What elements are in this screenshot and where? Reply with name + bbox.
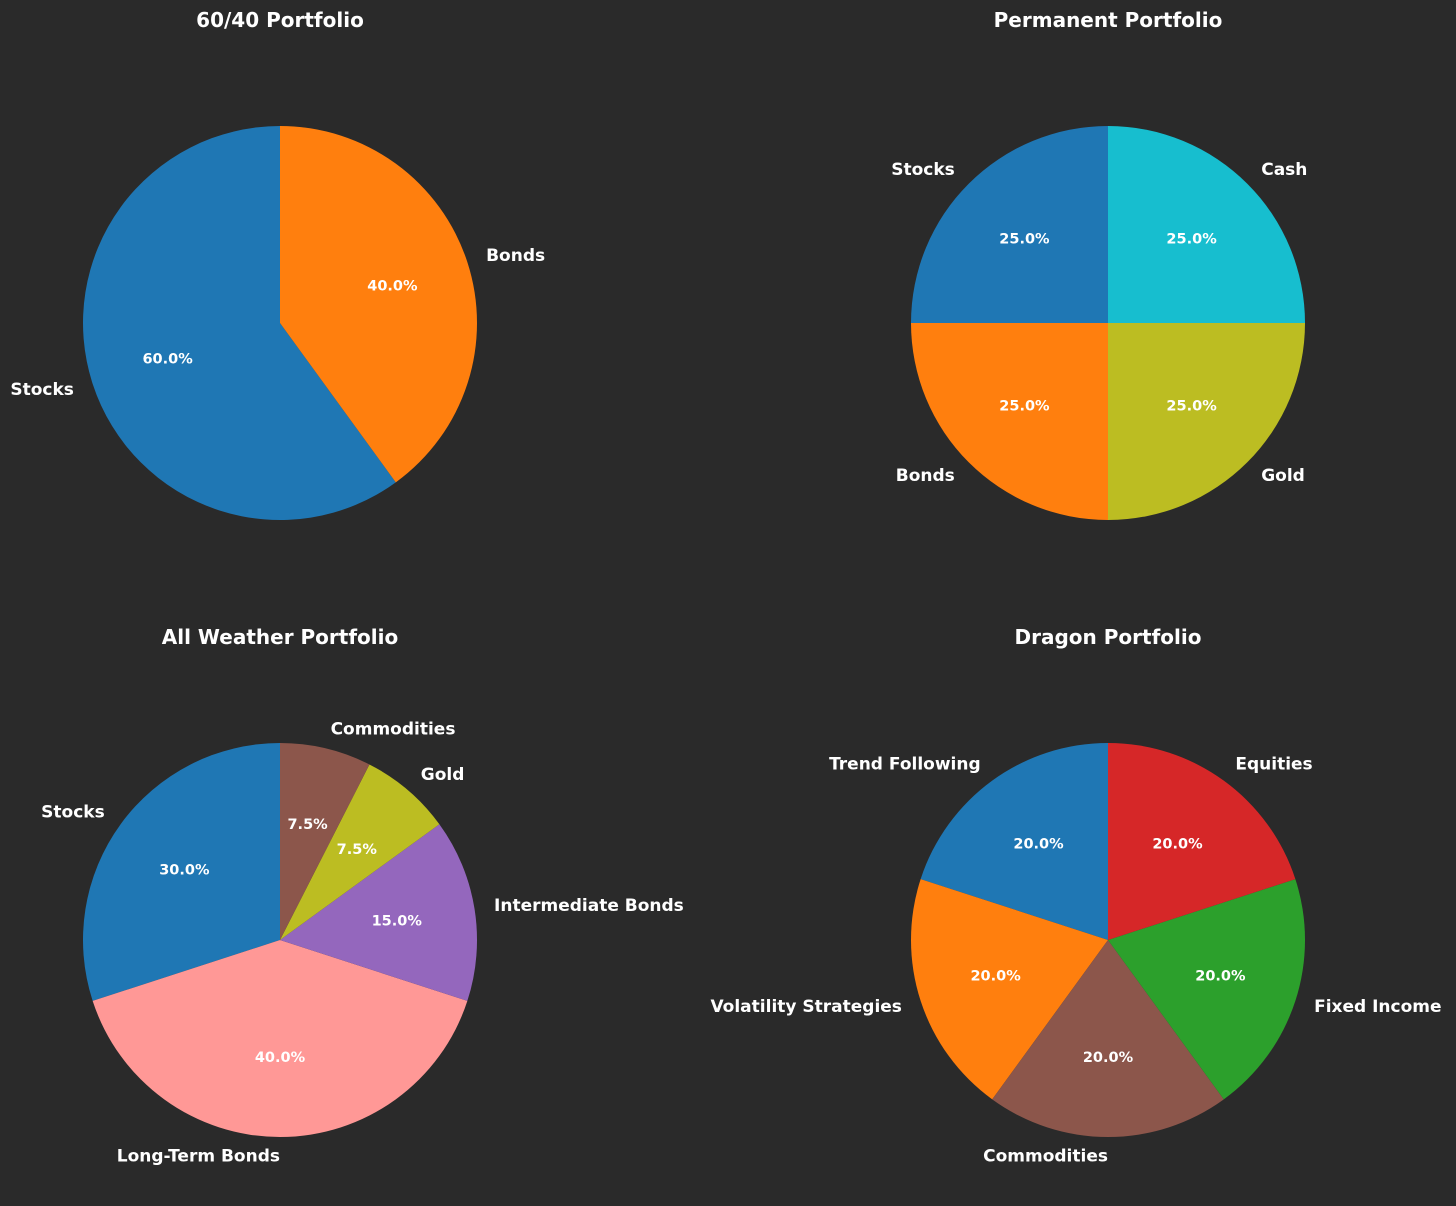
- slice-label: Cash: [1261, 160, 1307, 180]
- slice-label: Stocks: [891, 160, 955, 180]
- pie-slice-trend-following: [920, 743, 1108, 940]
- percent-label: 30.0%: [159, 863, 210, 879]
- pie-slice-stocks: [83, 126, 396, 521]
- pie-slice-volatility-strategies: [910, 879, 1108, 1100]
- percent-label: 7.5%: [287, 817, 328, 833]
- slice-label: Trend Following: [829, 755, 981, 775]
- slice-label: Gold: [421, 765, 465, 785]
- slice-label: Equities: [1235, 755, 1312, 775]
- slice-label: Bonds: [896, 466, 955, 486]
- slice-label: Stocks: [41, 803, 105, 823]
- pie-slice-stocks: [82, 743, 280, 1001]
- percent-label: 7.5%: [337, 842, 378, 858]
- percent-label: 25.0%: [1166, 399, 1217, 415]
- pie-slice-equities: [1108, 743, 1296, 940]
- slice-label: Long-Term Bonds: [117, 1147, 280, 1167]
- percent-label: 20.0%: [970, 969, 1021, 985]
- chart-60-40: 60/40 Portfolio Stocks 60.0% Bonds 40.0%: [10, 8, 545, 521]
- chart-title: 60/40 Portfolio: [196, 8, 364, 32]
- pie-slice-commodities: [992, 940, 1224, 1138]
- pie-slice-bonds: [280, 126, 478, 483]
- slice-label: Intermediate Bonds: [494, 896, 684, 916]
- slice-label: Volatility Strategies: [710, 997, 901, 1017]
- pie-slice-gold: [1108, 323, 1305, 520]
- pie-slice-gold: [280, 764, 440, 940]
- pie-slice-fixed-income: [1108, 879, 1306, 1100]
- chart-title: Dragon Portfolio: [1015, 625, 1202, 649]
- chart-title: All Weather Portfolio: [162, 625, 398, 649]
- percent-label: 25.0%: [999, 399, 1050, 415]
- percent-label: 40.0%: [367, 278, 418, 294]
- pie-slice-bonds: [911, 323, 1108, 520]
- pie-slice-commodities: [280, 743, 370, 940]
- percent-label: 25.0%: [1166, 231, 1217, 247]
- percent-label: 60.0%: [142, 352, 193, 368]
- pie-slice-intermediate-bonds: [280, 824, 478, 1001]
- percent-label: 20.0%: [1195, 969, 1246, 985]
- pie-slice-cash: [1108, 126, 1305, 323]
- pie-slice-long-term-bonds: [92, 940, 468, 1138]
- slice-label: Stocks: [10, 380, 74, 400]
- chart-all-weather: All Weather Portfolio Stocks 30.0% Long-Te…: [41, 625, 684, 1167]
- slice-label: Fixed Income: [1314, 997, 1441, 1017]
- percent-label: 20.0%: [1152, 836, 1203, 852]
- percent-label: 25.0%: [999, 231, 1050, 247]
- slice-label: Commodities: [331, 719, 456, 739]
- pie-slice-stocks: [911, 126, 1108, 323]
- percent-label: 20.0%: [1083, 1050, 1134, 1066]
- percent-label: 15.0%: [372, 914, 423, 930]
- chart-title: Permanent Portfolio: [994, 8, 1223, 32]
- chart-permanent: Permanent Portfolio Stocks 25.0% Bonds 25.0…: [891, 8, 1307, 520]
- percent-label: 20.0%: [1013, 836, 1064, 852]
- chart-dragon: Dragon Portfolio Trend Following 20.0% Vol…: [710, 625, 1441, 1167]
- slice-label: Gold: [1261, 466, 1305, 486]
- slice-label: Commodities: [983, 1147, 1108, 1167]
- slice-label: Bonds: [486, 246, 545, 266]
- percent-label: 40.0%: [255, 1050, 306, 1066]
